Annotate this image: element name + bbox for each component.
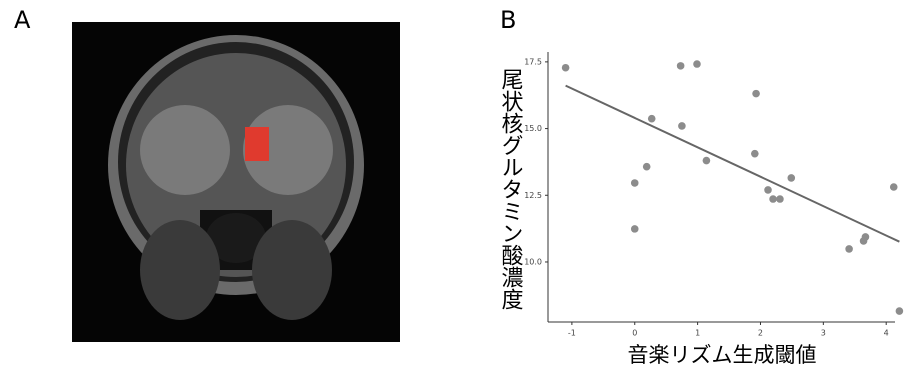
point (677, 62, 685, 70)
point (678, 122, 686, 130)
y-tick-label: 17.5 (524, 57, 542, 66)
point (862, 233, 870, 241)
x-tick-label: 0 (632, 329, 637, 338)
panel-label: A (14, 6, 31, 34)
point (751, 150, 759, 158)
y-tick-label: 15.0 (524, 124, 542, 133)
x-tick-label: 3 (821, 329, 826, 338)
point (769, 195, 777, 203)
mri-image (72, 22, 400, 342)
panel-label: B (500, 6, 516, 34)
x-axis-title: 音楽リズム生成閾値 (628, 343, 817, 367)
point (631, 225, 639, 233)
point (845, 245, 853, 253)
point (631, 179, 639, 187)
x-tick-label: 4 (884, 329, 889, 338)
point (693, 60, 701, 68)
y-tick-label: 10.0 (524, 257, 542, 266)
fit-line (566, 86, 900, 242)
point (776, 195, 784, 203)
y-axis-title: 尾状核グルタミン酸濃度 (498, 68, 524, 310)
point (703, 157, 711, 165)
y-tick-label: 12.5 (524, 191, 542, 200)
point (752, 90, 760, 98)
point (890, 183, 898, 191)
x-tick-label: 1 (695, 329, 700, 338)
x-tick-label: -1 (568, 329, 576, 338)
point (787, 174, 795, 182)
point (896, 307, 904, 315)
point (648, 115, 656, 123)
point (643, 163, 651, 171)
figure: A B 尾状核グルタミン酸濃度 音楽リズム生成閾値 10.0 12.5 15.0 17… (0, 0, 907, 372)
x-tick-label: 2 (758, 329, 763, 338)
point (764, 186, 772, 194)
point (562, 64, 570, 72)
